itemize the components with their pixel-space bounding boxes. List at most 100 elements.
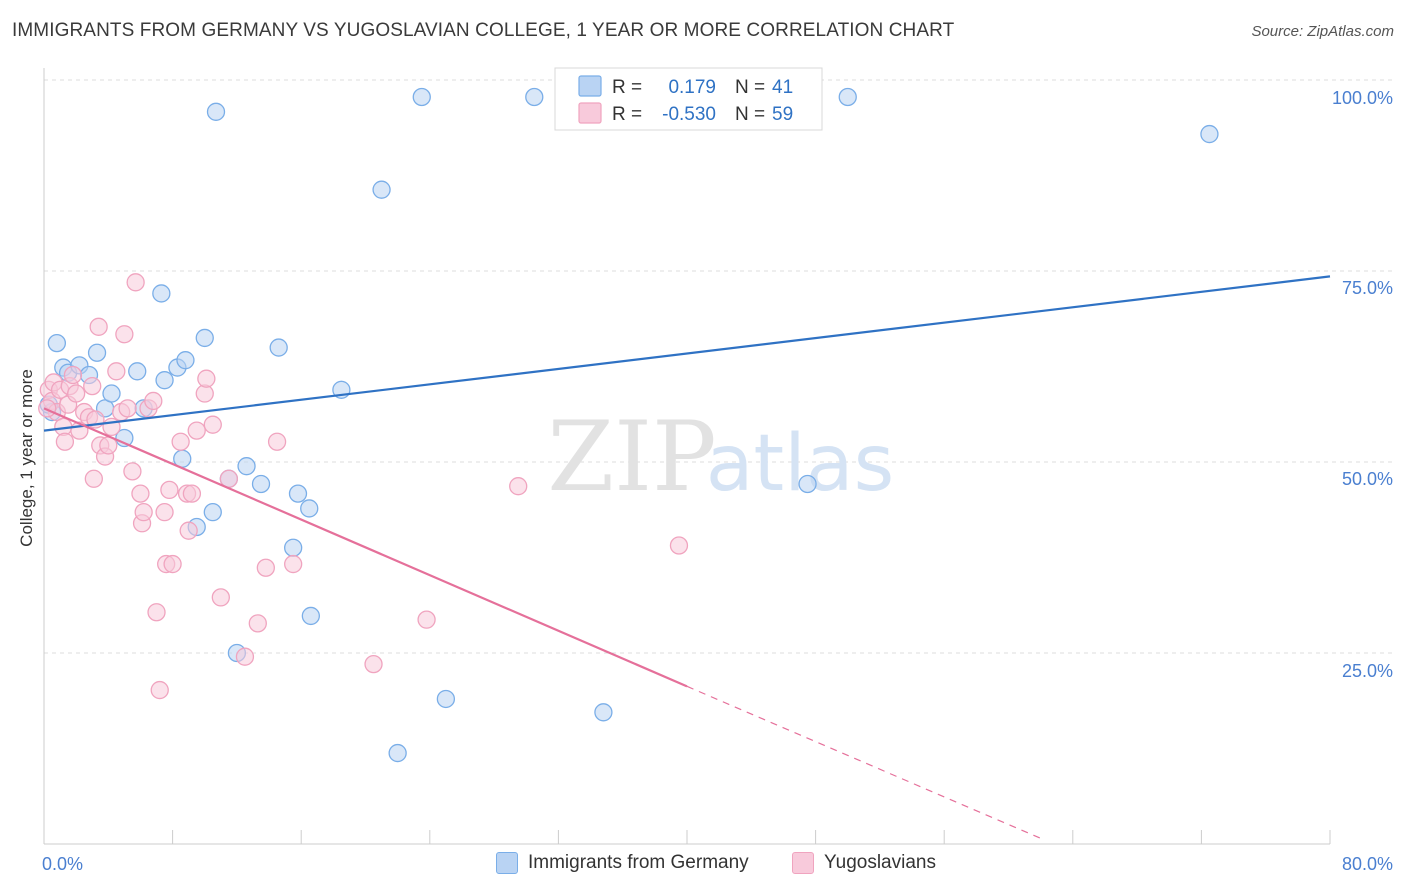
data-point-yugoslavians xyxy=(187,421,206,440)
y-tick-label: 50.0% xyxy=(1342,469,1393,489)
chart-title: IMMIGRANTS FROM GERMANY VS YUGOSLAVIAN C… xyxy=(12,20,955,41)
data-point-yugoslavians xyxy=(118,399,137,418)
data-point-yugoslavians xyxy=(63,365,83,385)
data-point-germany xyxy=(838,87,857,107)
legend-r-label: R = xyxy=(612,104,642,125)
data-point-yugoslavians xyxy=(126,273,145,292)
data-point-germany xyxy=(594,703,613,722)
data-point-yugoslavians xyxy=(235,647,255,666)
data-point-germany xyxy=(203,502,222,522)
data-point-yugoslavians xyxy=(417,610,436,629)
data-point-germany xyxy=(300,499,319,518)
data-point-germany xyxy=(436,689,456,709)
watermark-zip: ZIP xyxy=(547,401,716,513)
legend-n-value: 41 xyxy=(772,77,793,98)
data-point-yugoslavians xyxy=(131,484,150,503)
data-point-yugoslavians xyxy=(160,480,179,500)
y-axis-label: College, 1 year or more xyxy=(17,369,36,547)
data-point-germany xyxy=(372,180,391,199)
data-point-yugoslavians xyxy=(248,614,267,633)
data-point-germany xyxy=(269,338,288,357)
legend-n-label: N = xyxy=(735,77,765,98)
data-point-germany xyxy=(388,743,407,763)
data-point-yugoslavians xyxy=(179,521,198,540)
legend-swatch-yugoslavians xyxy=(792,852,814,874)
data-point-yugoslavians xyxy=(155,502,174,522)
data-point-germany xyxy=(284,538,303,557)
watermark: ZIP atlas xyxy=(547,401,894,513)
data-point-yugoslavians xyxy=(150,680,169,700)
data-point-germany xyxy=(798,474,817,494)
data-point-germany xyxy=(206,102,226,121)
data-point-germany xyxy=(288,484,308,503)
legend-r-value: 0.179 xyxy=(668,77,716,98)
data-point-yugoslavians xyxy=(364,654,383,674)
trend-line-yugoslavians-extension xyxy=(686,685,1041,839)
legend-n-value: 59 xyxy=(772,104,793,125)
data-point-germany xyxy=(195,328,214,348)
data-point-yugoslavians xyxy=(509,477,528,496)
data-point-germany xyxy=(176,351,195,370)
data-point-yugoslavians xyxy=(107,362,126,381)
data-point-yugoslavians xyxy=(203,415,222,434)
x-tick-label: 0.0% xyxy=(42,854,83,874)
data-point-yugoslavians xyxy=(84,469,103,488)
legend-swatch-germany xyxy=(496,852,518,874)
data-point-germany xyxy=(1200,124,1219,144)
legend-r-value: -0.530 xyxy=(662,104,716,125)
legend-n-label: N = xyxy=(735,104,765,125)
data-point-germany xyxy=(301,606,320,626)
data-point-yugoslavians xyxy=(147,603,166,622)
y-tick-label: 100.0% xyxy=(1332,88,1393,108)
data-point-yugoslavians xyxy=(256,558,275,577)
data-point-yugoslavians xyxy=(89,317,108,336)
bottom-legend-label: Yugoslavians xyxy=(824,852,936,873)
data-point-germany xyxy=(102,384,121,403)
y-tick-label: 25.0% xyxy=(1342,661,1393,681)
data-point-yugoslavians xyxy=(83,376,102,396)
grid-layer xyxy=(44,79,1392,654)
data-point-yugoslavians xyxy=(144,391,163,411)
y-tick-label: 75.0% xyxy=(1342,278,1393,298)
bottom-legend: Immigrants from Germany Yugoslavians xyxy=(0,852,1406,876)
x-tick-label: 80.0% xyxy=(1342,854,1393,874)
data-point-germany xyxy=(152,284,171,303)
legend-r-label: R = xyxy=(612,77,642,98)
data-point-yugoslavians xyxy=(123,462,142,481)
data-point-germany xyxy=(237,457,256,476)
bottom-legend-label: Immigrants from Germany xyxy=(528,852,749,873)
bottom-legend-item-yugoslavians: Yugoslavians xyxy=(792,852,936,874)
data-point-yugoslavians xyxy=(55,432,75,451)
source-label: Source: ZipAtlas.com xyxy=(1251,23,1394,40)
data-point-germany xyxy=(155,371,174,390)
watermark-atlas: atlas xyxy=(706,419,895,509)
data-point-yugoslavians xyxy=(67,384,86,403)
points-layer xyxy=(38,87,1219,763)
axis-layer: 25.0% 50.0% 75.0% 100.0% 0.0% 80.0% xyxy=(42,68,1393,874)
data-point-germany xyxy=(87,343,107,362)
legend-box: R = 0.179 N = 41 R = -0.530 N = 59 xyxy=(554,67,823,131)
trend-line-germany xyxy=(43,275,1331,432)
data-point-yugoslavians xyxy=(134,502,153,522)
data-point-yugoslavians xyxy=(197,369,216,388)
data-point-germany xyxy=(525,87,544,107)
data-point-yugoslavians xyxy=(163,554,182,574)
data-point-germany xyxy=(412,87,431,107)
data-point-yugoslavians xyxy=(38,399,57,418)
data-point-yugoslavians xyxy=(211,588,230,607)
data-point-yugoslavians xyxy=(171,432,190,451)
data-point-germany xyxy=(47,333,67,353)
legend-swatch-yugoslavians xyxy=(578,102,602,124)
trend-line-yugoslavians xyxy=(43,407,688,688)
data-point-germany xyxy=(251,474,271,494)
data-point-yugoslavians xyxy=(267,432,287,451)
data-point-yugoslavians xyxy=(669,536,689,555)
trend-layer xyxy=(43,275,1331,839)
data-point-yugoslavians xyxy=(182,484,202,503)
legend-swatch-germany xyxy=(578,75,602,97)
data-point-yugoslavians xyxy=(284,554,303,574)
data-point-yugoslavians xyxy=(115,325,134,344)
data-point-germany xyxy=(128,362,147,381)
bottom-legend-item-germany: Immigrants from Germany xyxy=(496,852,749,874)
